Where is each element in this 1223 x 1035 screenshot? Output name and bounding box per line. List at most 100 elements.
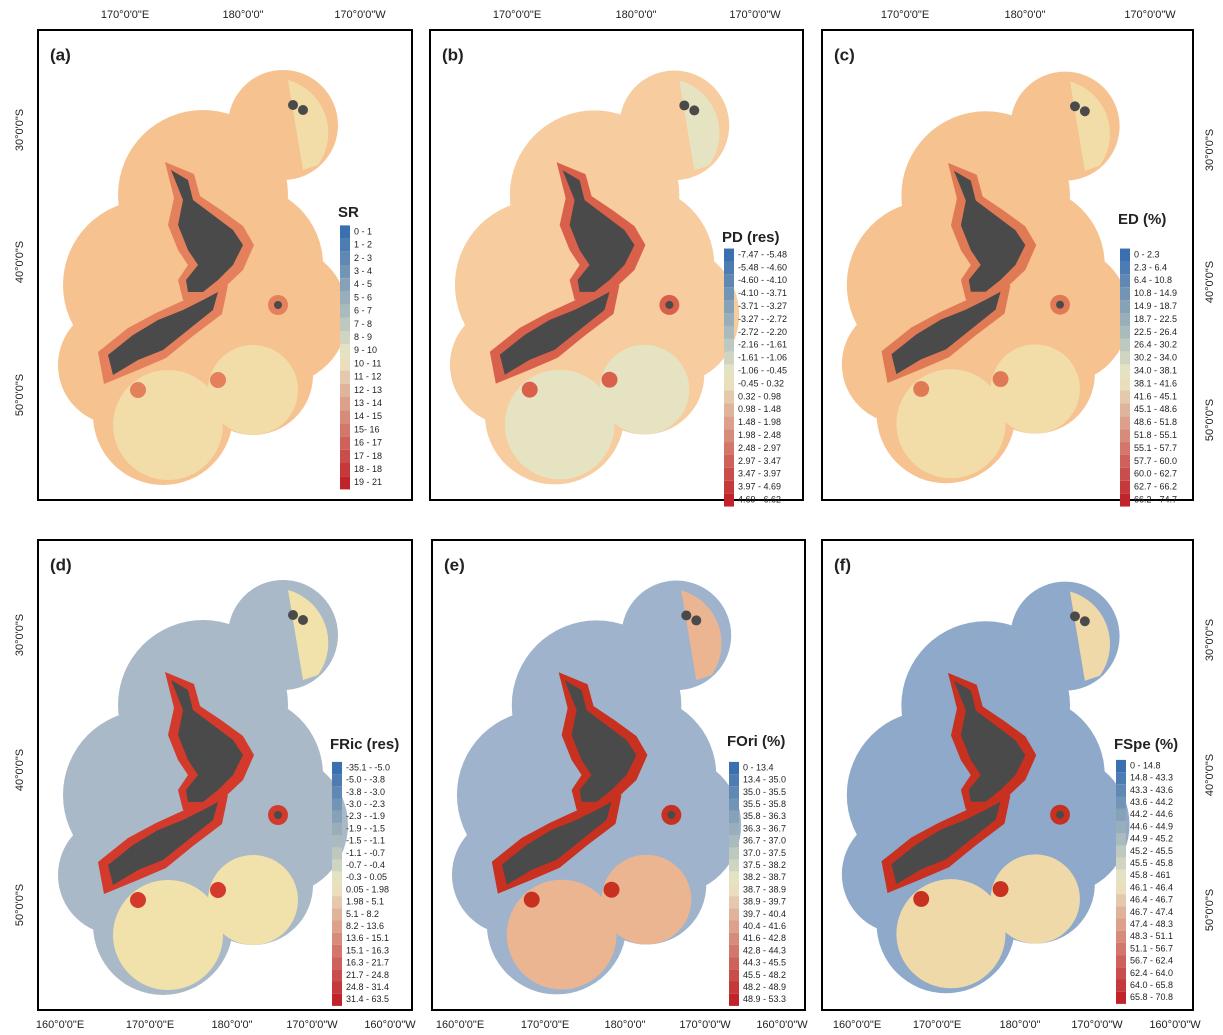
legend-entry: -35.1 - -5.0 (346, 762, 390, 772)
latitude-label: 30°0'0"S (14, 614, 26, 656)
legend-entry: 62.7 - 66.2 (1134, 482, 1177, 492)
legend-entry: 15.1 - 16.3 (346, 945, 389, 955)
legend-entry: 62.4 - 64.0 (1130, 968, 1173, 978)
legend-entry: 0 - 14.8 (1130, 760, 1161, 770)
legend-swatch (729, 798, 739, 811)
legend-swatch (332, 774, 342, 787)
legend-swatch (332, 835, 342, 848)
legend-swatch (1116, 857, 1126, 870)
legend-entry: 36.7 - 37.0 (743, 836, 786, 846)
legend-entry: 0 - 1 (354, 226, 372, 236)
longitude-label: 180°0'0" (212, 1019, 253, 1031)
legend-swatch (340, 317, 350, 331)
legend-entry: 10 - 11 (354, 358, 381, 368)
legend-entry: -4.10 - -3.71 (738, 288, 787, 298)
longitude-label: 170°0'0"W (729, 9, 781, 21)
legend-entry: -1.9 - -1.5 (346, 823, 385, 833)
legend-swatch (1116, 772, 1126, 785)
legend-swatch (332, 920, 342, 933)
latitude-label: 40°0'0"S (14, 749, 26, 791)
legend-entry: -3.27 - -2.72 (738, 314, 787, 324)
legend-swatch (340, 463, 350, 477)
legend-entry: 13.6 - 15.1 (346, 933, 389, 943)
legend-entry: 42.8 - 44.3 (743, 945, 786, 955)
legend-title: FRic (res) (330, 736, 399, 753)
legend-swatch (1116, 881, 1126, 895)
legend-entry: 34.0 - 38.1 (1134, 365, 1177, 375)
legend-entry: 2 - 3 (354, 253, 372, 263)
legend-entry: 43.6 - 44.2 (1130, 797, 1173, 807)
legend-entry: -5.48 - -4.60 (738, 262, 787, 272)
legend-swatch (1116, 955, 1126, 968)
legend-swatch (1120, 480, 1130, 494)
legend-entry: 48.2 - 48.9 (743, 982, 786, 992)
legend-swatch (332, 786, 342, 799)
legend-entry: -1.1 - -0.7 (346, 848, 385, 858)
legend-entry: 10.8 - 14.9 (1134, 288, 1177, 298)
longitude-label: 170°0'0"W (334, 9, 386, 21)
legend-swatch (1120, 467, 1130, 481)
longitude-label: 170°0'0"E (493, 9, 541, 21)
legend-swatch (332, 847, 342, 860)
legend-entry: 48.6 - 51.8 (1134, 417, 1177, 427)
legend-swatch (729, 896, 739, 909)
legend-swatch (1120, 403, 1130, 417)
legend-swatch (729, 969, 739, 982)
panel: (c) ED (%) 0 - 2.3 2.3 - 6.4 6.4 - 10.8 10.8 … (821, 29, 1194, 507)
legend-entry: 44.3 - 45.5 (743, 958, 786, 968)
legend-entry: 48.9 - 53.3 (743, 994, 786, 1004)
legend-swatch (340, 370, 350, 384)
legend-swatch (724, 377, 734, 391)
legend-entry: 47.4 - 48.3 (1130, 919, 1173, 929)
legend-entry: -3.71 - -3.27 (738, 301, 787, 311)
legend-entry: 35.0 - 35.5 (743, 787, 786, 797)
legend-swatch (724, 274, 734, 288)
legend-swatch (729, 786, 739, 799)
legend-entry: 1.48 - 1.98 (738, 417, 781, 427)
legend-entry: -0.45 - 0.32 (738, 378, 784, 388)
legend-entry: 0.32 - 0.98 (738, 391, 781, 401)
panel: (a) SR 0 - 1 1 - 2 2 - 3 3 - 4 4 - 5 5 - 6 6 - 7… (37, 29, 413, 501)
legend-entry: -0.7 - -0.4 (346, 860, 385, 870)
longitude-label: 160°0'0"E (36, 1019, 84, 1031)
legend-entry: 1.98 - 5.1 (346, 897, 384, 907)
legend-entry: 60.0 - 62.7 (1134, 469, 1177, 479)
legend-swatch (724, 429, 734, 443)
legend-entry: 57.7 - 60.0 (1134, 456, 1177, 466)
map (841, 71, 1130, 484)
legend-swatch (340, 423, 350, 437)
legend-title: SR (338, 204, 359, 221)
panel-label: (f) (834, 555, 851, 574)
legend-swatch (1120, 287, 1130, 301)
legend-entry: 16 - 17 (354, 438, 382, 448)
legend-swatch (729, 822, 739, 836)
legend-swatch (340, 238, 350, 252)
legend-entry: 17 - 18 (354, 451, 382, 461)
legend-entry: 2.48 - 2.97 (738, 443, 781, 453)
panel-border (821, 29, 1194, 501)
legend-entry: 0 - 2.3 (1134, 249, 1160, 259)
legend-entry: 18.7 - 22.5 (1134, 314, 1177, 324)
legend-swatch (1116, 930, 1126, 943)
legend-swatch (340, 304, 350, 318)
legend-entry: 8 - 9 (354, 332, 372, 342)
legend-swatch (1120, 351, 1130, 365)
legend-entry: 44.9 - 45.2 (1130, 834, 1173, 844)
longitude-label: 170°0'0"W (679, 1019, 731, 1031)
legend-entry: 51.1 - 56.7 (1130, 943, 1173, 953)
legend-swatch (332, 957, 342, 970)
legend-entry: -2.3 - -1.9 (346, 811, 385, 821)
legend-entry: 41.6 - 42.8 (743, 933, 786, 943)
legend-entry: 30.2 - 34.0 (1134, 353, 1177, 363)
legend-swatch (729, 859, 739, 872)
longitude-label: 180°0'0" (1000, 1019, 1041, 1031)
legend-swatch (332, 932, 342, 945)
legend-entry: 4 - 5 (354, 279, 372, 289)
legend-swatch (340, 436, 350, 450)
legend-swatch (724, 416, 734, 430)
legend-entry: 19 - 21 (354, 477, 382, 487)
legend-swatch (1116, 796, 1126, 809)
legend-entry: 26.4 - 30.2 (1134, 340, 1177, 350)
legend-swatch (729, 981, 739, 994)
